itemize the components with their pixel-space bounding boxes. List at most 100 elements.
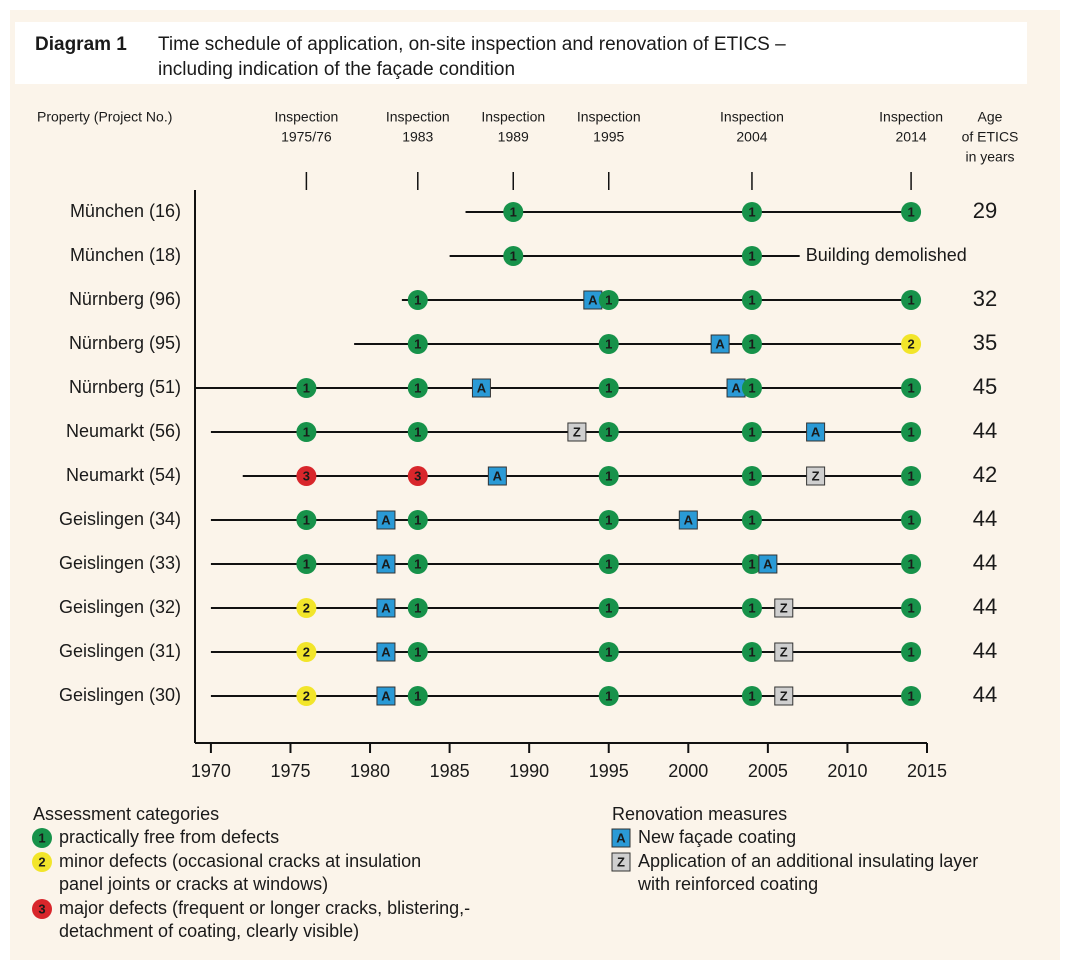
x-tick-label: 2010 xyxy=(827,761,867,781)
marker xyxy=(598,290,619,310)
marker xyxy=(296,686,317,706)
marker-label: 1 xyxy=(907,380,914,395)
marker xyxy=(741,378,762,398)
marker-label: 1 xyxy=(907,688,914,703)
inspection-date: 1989 xyxy=(498,129,529,145)
marker xyxy=(407,334,428,354)
marker-label: 1 xyxy=(38,830,45,845)
age-header: in years xyxy=(965,149,1014,165)
marker xyxy=(741,422,762,442)
marker xyxy=(901,202,922,222)
marker-label: Z xyxy=(812,468,820,483)
marker xyxy=(407,686,428,706)
x-tick-label: 1995 xyxy=(589,761,629,781)
marker xyxy=(407,290,428,310)
marker-label: 1 xyxy=(414,688,421,703)
marker-label: 1 xyxy=(748,380,755,395)
marker xyxy=(901,598,922,618)
marker-label: 1 xyxy=(907,292,914,307)
marker-label: 1 xyxy=(748,600,755,615)
x-tick-label: 1985 xyxy=(430,761,470,781)
marker-label: 1 xyxy=(303,556,310,571)
marker-label: 3 xyxy=(303,468,310,483)
marker xyxy=(901,422,922,442)
marker xyxy=(901,510,922,530)
marker xyxy=(710,334,730,354)
marker-label: 1 xyxy=(414,380,421,395)
marker-label: 1 xyxy=(605,688,612,703)
marker xyxy=(598,422,619,442)
marker-label: A xyxy=(588,292,598,307)
marker xyxy=(471,378,491,398)
marker-label: 2 xyxy=(303,688,310,703)
marker xyxy=(503,246,524,266)
row-label: Neumarkt (56) xyxy=(66,421,181,441)
row-note: Building demolished xyxy=(806,245,967,265)
marker xyxy=(598,334,619,354)
marker xyxy=(407,554,428,574)
marker xyxy=(598,378,619,398)
marker-label: A xyxy=(763,556,773,571)
marker xyxy=(376,510,396,530)
marker-label: 1 xyxy=(414,336,421,351)
marker-label: 2 xyxy=(38,854,45,869)
marker xyxy=(774,642,794,662)
x-tick-label: 2005 xyxy=(748,761,788,781)
marker-label: 1 xyxy=(414,292,421,307)
row-header: Property (Project No.) xyxy=(37,109,172,125)
row-label: Geislingen (33) xyxy=(59,553,181,573)
age-value: 29 xyxy=(973,198,997,223)
inspection-label: Inspection xyxy=(386,109,450,125)
row-label: München (16) xyxy=(70,201,181,221)
marker-label: 1 xyxy=(605,424,612,439)
age-value: 44 xyxy=(973,594,997,619)
marker xyxy=(806,422,826,442)
marker xyxy=(901,686,922,706)
age-value: 35 xyxy=(973,330,997,355)
marker xyxy=(487,466,507,486)
marker xyxy=(296,466,317,486)
marker-label: 1 xyxy=(907,644,914,659)
marker-label: A xyxy=(715,336,725,351)
legend-text: with reinforced coating xyxy=(637,874,818,894)
marker-label: 1 xyxy=(510,204,517,219)
marker-label: A xyxy=(684,512,694,527)
marker-label: 1 xyxy=(748,688,755,703)
marker-label: Z xyxy=(780,644,788,659)
x-tick-label: 2015 xyxy=(907,761,947,781)
age-value: 32 xyxy=(973,286,997,311)
marker-label: A xyxy=(616,830,626,845)
marker xyxy=(611,828,631,848)
marker-label: 1 xyxy=(605,380,612,395)
marker xyxy=(407,510,428,530)
marker xyxy=(901,466,922,486)
row-label: Geislingen (30) xyxy=(59,685,181,705)
legend-title: Assessment categories xyxy=(33,804,219,824)
chart-subtitle: including indication of the façade condi… xyxy=(158,59,515,80)
age-value: 44 xyxy=(973,550,997,575)
marker xyxy=(758,554,778,574)
inspection-date: 2004 xyxy=(736,129,767,145)
marker xyxy=(567,422,587,442)
marker xyxy=(407,378,428,398)
marker xyxy=(741,202,762,222)
marker-label: 1 xyxy=(303,512,310,527)
chart-title: Diagram 1 xyxy=(35,34,127,55)
row-label: Geislingen (32) xyxy=(59,597,181,617)
row-label: München (18) xyxy=(70,245,181,265)
marker-label: A xyxy=(381,688,391,703)
marker-label: 1 xyxy=(414,644,421,659)
marker-label: 1 xyxy=(748,292,755,307)
legend-text: Application of an additional insulating … xyxy=(638,851,978,871)
marker xyxy=(806,466,826,486)
marker-label: A xyxy=(811,424,821,439)
marker xyxy=(32,899,52,919)
marker xyxy=(901,378,922,398)
inspection-date: 2014 xyxy=(896,129,927,145)
marker xyxy=(598,598,619,618)
marker xyxy=(407,466,428,486)
marker-label: 1 xyxy=(605,468,612,483)
marker-label: A xyxy=(381,556,391,571)
marker-label: A xyxy=(381,512,391,527)
